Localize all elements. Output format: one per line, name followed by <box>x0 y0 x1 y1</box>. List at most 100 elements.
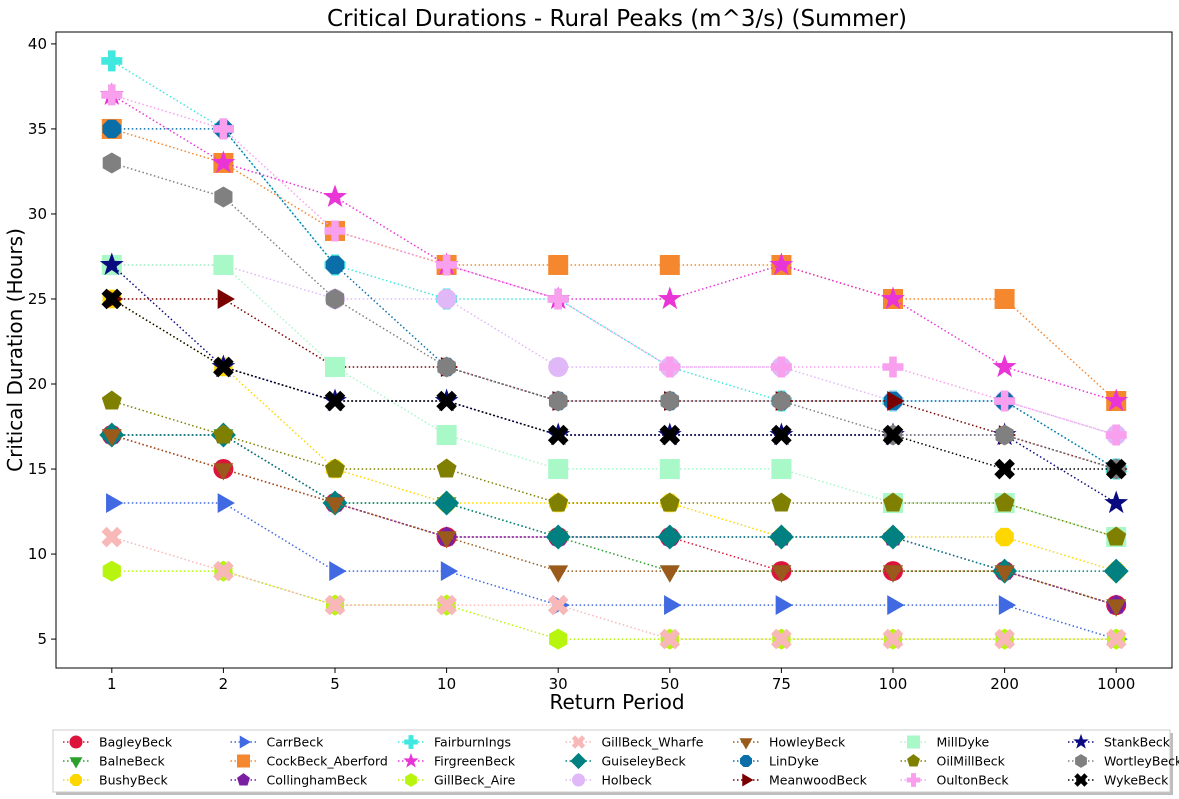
series-CockBeck_Aberford <box>101 118 1127 412</box>
series-HowleyBeck <box>101 429 1127 617</box>
data-point <box>1106 599 1127 617</box>
data-point <box>994 288 1015 309</box>
legend-marker <box>1073 733 1089 749</box>
data-point <box>882 628 904 650</box>
series-FirgreenBeck <box>99 82 1129 412</box>
x-tick-label: 10 <box>437 675 456 693</box>
data-point <box>436 594 457 616</box>
data-point <box>887 595 905 616</box>
y-tick-label: 20 <box>28 375 47 393</box>
legend-marker <box>237 754 250 768</box>
data-point <box>994 390 1016 412</box>
legend-item: LinDyke <box>733 754 819 769</box>
data-point <box>659 356 681 378</box>
legend-item: Holbeck <box>565 773 653 788</box>
data-point <box>1105 424 1127 446</box>
series-FairburnIngs <box>101 50 1127 480</box>
data-point <box>659 628 681 650</box>
series-line <box>111 536 1117 640</box>
legend-item: GillBeck_Wharfe <box>565 735 704 750</box>
data-point <box>547 424 569 446</box>
data-point <box>660 390 679 412</box>
series-GillBeck_Wharfe <box>101 526 1127 650</box>
data-point <box>324 220 346 242</box>
data-point <box>1105 628 1127 650</box>
data-point <box>1105 458 1127 480</box>
legend-marker <box>237 773 250 786</box>
data-point <box>771 459 792 480</box>
series-MeanwoodBeck <box>106 289 1128 479</box>
data-point <box>775 595 793 616</box>
legend-marker <box>739 738 753 750</box>
series-line <box>111 94 1117 436</box>
data-point <box>1106 526 1127 546</box>
data-point <box>1104 388 1129 412</box>
data-point <box>995 424 1014 446</box>
legend-item: MeanwoodBeck <box>733 773 868 788</box>
y-tick-label: 15 <box>28 460 47 478</box>
legend-label: FairburnIngs <box>434 735 511 750</box>
series-line <box>111 434 1117 606</box>
data-point <box>101 50 123 72</box>
data-point <box>548 492 569 512</box>
data-point <box>325 458 345 478</box>
x-tick-label: 5 <box>330 675 340 693</box>
data-point <box>998 595 1017 616</box>
legend-label: MillDyke <box>937 735 990 750</box>
legend-marker <box>1075 754 1087 768</box>
legend-item: CollinghamBeck <box>230 773 368 788</box>
series-line <box>111 60 1117 470</box>
series-WykeBeck <box>101 288 1127 480</box>
legend-label: Holbeck <box>602 773 653 788</box>
legend-label: FirgreenBeck <box>434 754 516 769</box>
legend-item: FirgreenBeck <box>398 752 516 769</box>
legend-label: MeanwoodBeck <box>769 773 868 788</box>
data-point <box>437 356 456 378</box>
data-point <box>324 594 346 616</box>
data-point <box>881 286 905 310</box>
data-point <box>547 288 569 310</box>
y-tick-label: 25 <box>28 290 47 308</box>
data-point <box>994 628 1015 650</box>
data-point <box>217 289 235 309</box>
data-point <box>213 356 234 378</box>
legend-label: GillBeck_Wharfe <box>602 735 704 750</box>
series-line <box>111 400 1117 538</box>
data-point <box>548 565 569 583</box>
legend-marker <box>404 735 418 749</box>
data-point <box>770 356 792 378</box>
legend-label: OultonBeck <box>937 773 1010 788</box>
x-tick-label: 50 <box>660 675 679 693</box>
data-point <box>101 84 123 106</box>
data-point <box>101 390 122 410</box>
legend-marker <box>69 757 83 769</box>
series-StankBeck <box>99 252 1129 514</box>
data-point <box>882 424 904 446</box>
data-point <box>992 354 1017 378</box>
data-point <box>883 492 903 512</box>
series-line <box>111 298 1117 572</box>
legend-label: LinDyke <box>769 754 819 769</box>
x-tick-label: 75 <box>772 675 791 693</box>
data-point <box>213 560 234 582</box>
series-OultonBeck <box>101 84 1127 446</box>
data-point <box>1104 490 1129 514</box>
legend-marker <box>907 754 920 767</box>
data-point <box>329 561 347 582</box>
y-tick-label: 10 <box>28 545 47 563</box>
data-point <box>657 524 683 550</box>
data-point <box>1103 558 1129 584</box>
legend-item: WykeBeck <box>1068 773 1169 788</box>
data-point <box>887 391 905 411</box>
x-tick-label: 1 <box>107 675 117 693</box>
data-point <box>436 288 457 309</box>
series-line <box>111 162 1117 470</box>
data-point <box>102 152 121 174</box>
data-point <box>547 594 569 616</box>
legend-item: FairburnIngs <box>398 735 511 750</box>
data-point <box>214 186 233 208</box>
data-point <box>771 628 792 650</box>
x-tick-label: 2 <box>219 675 229 693</box>
legend-marker <box>742 773 754 787</box>
